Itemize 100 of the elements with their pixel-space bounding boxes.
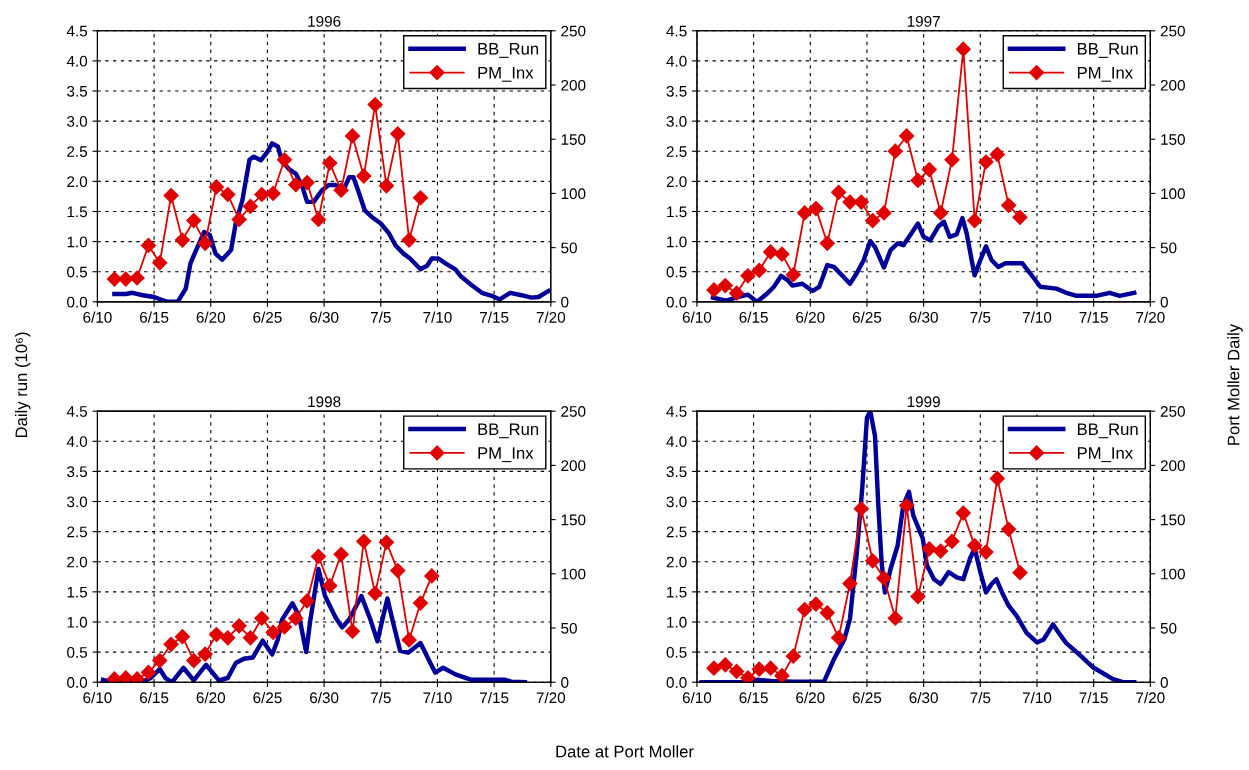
y2-tick-label: 150 [1161,514,1185,526]
y-tick-label: 1.5 [67,586,88,598]
y-tick-label: 2.5 [67,146,88,157]
y2-tick-label: 150 [561,134,586,145]
point [763,244,779,260]
point [378,534,395,550]
x-tick-label: 6/30 [909,691,938,704]
point [322,155,338,171]
x-tick-label: 6/20 [796,311,825,323]
point [740,268,756,284]
y-tick-label: 1.0 [667,236,687,248]
y-tick-label: 0.5 [67,266,88,278]
point [921,541,937,557]
point [390,562,406,579]
point [1012,565,1028,581]
y-tick-label: 4.0 [666,436,687,447]
y-tick-label: 3.5 [666,466,687,478]
x-tick-label: 7/5 [370,311,391,323]
y2-tick-label: 150 [1161,134,1185,145]
point [288,177,304,193]
point [276,619,293,635]
legend-label: BB_Run [478,43,539,58]
y2-tick-label: 100 [561,188,586,200]
point [1001,521,1017,537]
point [706,660,722,676]
x-tick-label: 6/25 [253,691,282,704]
point [118,670,134,683]
point [1012,209,1028,225]
x-tick-label: 6/30 [310,691,339,704]
y-tick-label: 4.0 [66,55,88,67]
point [887,143,903,159]
point [242,630,259,646]
point [401,632,417,648]
y-tick-label: 4.0 [666,55,687,67]
x-tick-label: 6/30 [909,311,938,323]
point [254,186,270,203]
point [265,624,281,640]
point [152,255,168,271]
y-tick-label: 2.5 [67,526,88,538]
point [989,146,1005,162]
point [933,205,949,221]
x-tick-label: 6/15 [739,311,768,323]
point [367,585,383,601]
y-tick-label: 2.5 [666,146,687,157]
y-tick-label: 3.0 [67,116,88,127]
x-tick-label: 7/5 [970,311,991,323]
point [751,661,767,677]
y2-tick-label: 200 [561,79,586,91]
y2-tick-label: 0 [1160,677,1168,688]
x-tick-label: 6/25 [852,691,882,704]
y2-tick-label: 150 [561,514,586,526]
point [106,671,122,683]
y-tick-label: 4.5 [666,406,687,417]
y-tick-label: 1.0 [67,616,88,628]
y-tick-label: 4.5 [666,25,687,37]
y-tick-label: 2.0 [666,176,687,188]
x-tick-label: 7/10 [423,691,452,704]
point [751,262,767,278]
point [412,595,429,611]
point [808,201,824,217]
y-tick-label: 4.5 [66,25,88,37]
legend-label: BB_Run [1077,423,1138,439]
y-tick-label: 2.0 [67,176,88,188]
point [322,578,338,594]
point [933,543,949,559]
point [774,668,790,683]
point [819,235,835,251]
point [865,212,881,229]
y2-tick-label: 0 [1160,296,1168,308]
chart-title: 1996 [308,15,341,27]
point [197,646,213,662]
y2-axis-title: Port Moller Daily [1227,323,1243,445]
point [899,497,915,514]
point [717,657,733,673]
point [129,671,145,683]
point [785,648,801,664]
x-tick-label: 6/25 [852,311,882,323]
point [367,96,383,113]
point [356,168,372,184]
point [152,652,168,669]
y-tick-label: 0.0 [67,296,88,308]
point [717,278,733,294]
legend-label: BB_Run [478,423,539,439]
y-tick-label: 2.5 [666,526,687,538]
point [955,41,971,57]
y2-tick-label: 50 [561,622,577,634]
point [1001,197,1017,213]
x-tick-label: 7/20 [536,691,566,704]
point [310,548,327,565]
point [242,198,259,215]
point [401,232,417,248]
y-tick-label: 3.0 [666,116,687,127]
y2-tick-label: 200 [561,460,586,472]
y-tick-label: 3.0 [67,496,88,508]
point [163,188,179,204]
legend-label: PM_Inx [1077,447,1133,463]
x-tick-label: 6/20 [196,311,226,323]
point [288,610,304,626]
point [299,593,315,609]
chart-title: 1999 [907,396,940,408]
